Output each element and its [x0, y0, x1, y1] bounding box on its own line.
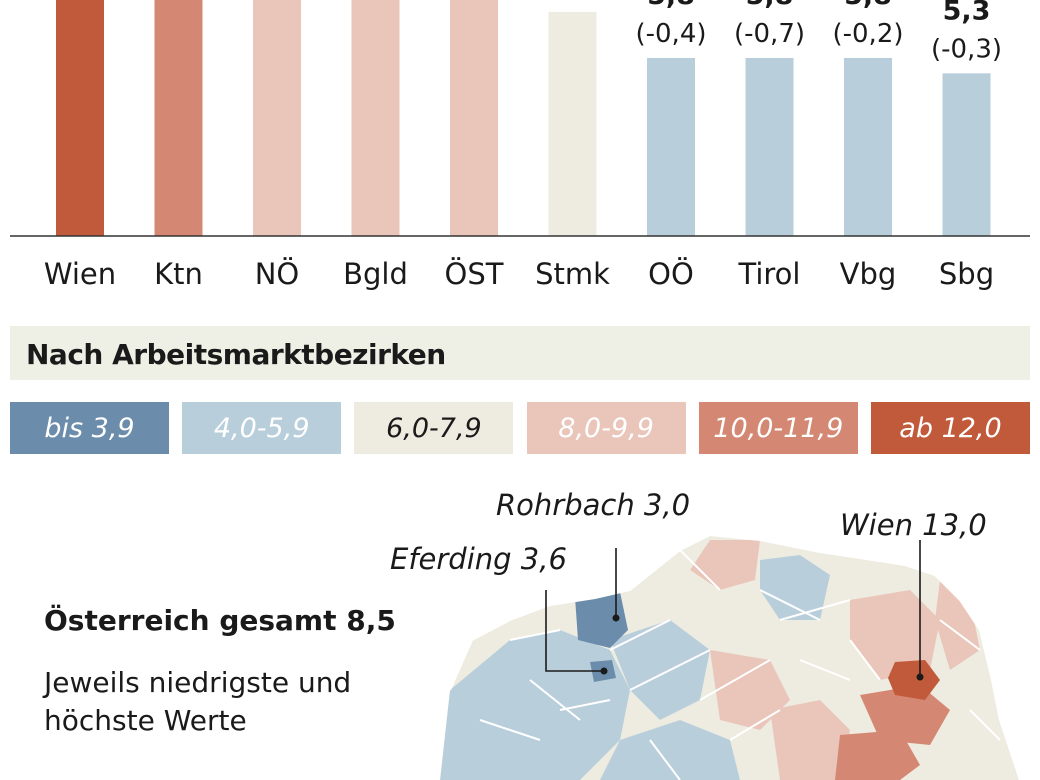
district-region — [575, 592, 628, 648]
callout-line-eferding — [545, 590, 602, 672]
map-legend: bis 3,9 4,0-5,9 6,0-7,9 8,0-9,9 10,0-11,9 ab … — [10, 402, 1030, 454]
change-label-vbg: (-0,2) — [832, 19, 903, 49]
category-label-ktn: Ktn — [154, 257, 203, 291]
section-title: Nach Arbeitsmarktbezirken — [26, 338, 446, 371]
category-label-wien: Wien — [44, 257, 116, 291]
value-label-sbg: 5,3 — [943, 0, 991, 26]
marker-eferding — [600, 667, 608, 675]
bar-ktn — [154, 0, 203, 236]
legend-item: ab 12,0 — [871, 402, 1030, 454]
legend-item: 6,0-7,9 — [354, 402, 514, 454]
change-label-oö: (-0,4) — [635, 19, 706, 49]
overall-rate-label: Österreich gesamt 8,5 — [44, 604, 396, 637]
district-region — [600, 720, 740, 780]
legend-item: 4,0-5,9 — [182, 402, 342, 454]
callout-eferding: Eferding 3,6 — [390, 542, 567, 576]
category-label-vbg: Vbg — [840, 257, 897, 291]
bar-oö — [647, 57, 695, 236]
district-region — [760, 555, 830, 620]
change-label-sbg: (-0,3) — [931, 34, 1002, 64]
callout-rohrbach: Rohrbach 3,0 — [496, 488, 691, 522]
district-region — [860, 685, 950, 745]
bar-vbg — [844, 57, 892, 236]
legend-item: bis 3,9 — [10, 402, 169, 454]
district-map — [440, 533, 1021, 780]
category-label-bgld: Bgld — [343, 257, 408, 291]
district-region — [440, 630, 630, 780]
change-label-tirol: (-0,7) — [734, 19, 805, 49]
map-note: Jeweils niedrigste und höchste Werte — [44, 666, 352, 737]
value-label-oö: 5,8 — [647, 0, 695, 11]
change-label-stmk: (-0,9) — [537, 0, 608, 3]
bar-chart: Wien(-0,7)Ktn(-0,4)8,7NÖ(-0,7)8,6Bgld(-0… — [10, 0, 1030, 291]
category-label-sbg: Sbg — [939, 257, 994, 291]
category-label-nö: NÖ — [255, 257, 300, 291]
category-label-tirol: Tirol — [738, 257, 801, 291]
district-region — [850, 590, 940, 680]
bar-sbg — [942, 73, 991, 236]
bar-stmk — [548, 11, 597, 237]
bar-nö — [253, 0, 301, 236]
callout-wien: Wien 13,0 — [840, 508, 987, 542]
bar-tirol — [745, 57, 794, 236]
category-label-öst: ÖST — [445, 257, 504, 291]
category-label-oö: OÖ — [648, 257, 694, 291]
district-region — [770, 700, 850, 780]
bar-bgld — [351, 0, 400, 236]
district-region — [835, 730, 920, 780]
district-region — [610, 620, 710, 720]
value-label-tirol: 5,8 — [746, 0, 794, 11]
legend-item: 10,0-11,9 — [698, 402, 858, 454]
district-region — [888, 660, 940, 700]
category-label-stmk: Stmk — [535, 257, 610, 291]
legend-item: 8,0-9,9 — [526, 402, 686, 454]
marker-wien — [916, 673, 924, 681]
section-header-band: Nach Arbeitsmarktbezirken — [10, 326, 1030, 380]
value-label-vbg: 5,8 — [844, 0, 892, 11]
marker-rohrbach — [612, 614, 620, 622]
bar-wien — [56, 0, 104, 236]
bar-öst — [450, 0, 498, 237]
